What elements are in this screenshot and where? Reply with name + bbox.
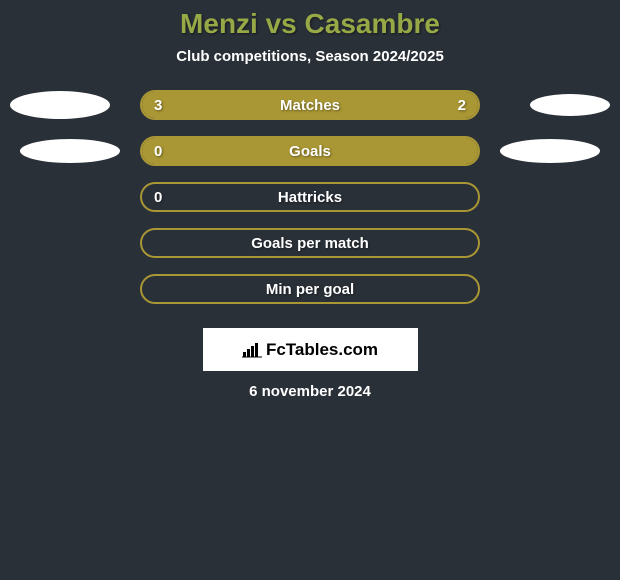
- stat-value-right-matches: 2: [458, 97, 466, 114]
- stat-bar-matches: 3 Matches 2: [140, 90, 480, 120]
- page-title: Menzi vs Casambre: [180, 8, 440, 40]
- logo-label: FcTables.com: [266, 340, 378, 360]
- stat-bar-goals: 0 Goals: [140, 136, 480, 166]
- ellipse-right-matches: [530, 94, 610, 116]
- stat-label-mpg: Min per goal: [266, 281, 354, 298]
- ellipse-right-goals: [500, 139, 600, 163]
- logo-box[interactable]: FcTables.com: [203, 328, 418, 371]
- stat-label-gpm: Goals per match: [251, 235, 369, 252]
- page-subtitle: Club competitions, Season 2024/2025: [176, 48, 444, 65]
- stat-label-hattricks: Hattricks: [278, 189, 342, 206]
- stat-row-gpm: Goals per match: [0, 228, 620, 258]
- stat-value-left-hattricks: 0: [154, 189, 162, 206]
- stat-label-matches: Matches: [280, 97, 340, 114]
- stat-label-goals: Goals: [289, 143, 331, 160]
- stat-bar-hattricks: 0 Hattricks: [140, 182, 480, 212]
- chart-icon: [242, 342, 262, 358]
- stat-bar-gpm: Goals per match: [140, 228, 480, 258]
- comparison-container: Menzi vs Casambre Club competitions, Sea…: [0, 0, 620, 400]
- stat-value-left-goals: 0: [154, 143, 162, 160]
- logo-text: FcTables.com: [242, 340, 378, 360]
- stat-row-mpg: Min per goal: [0, 274, 620, 304]
- stat-row-hattricks: 0 Hattricks: [0, 182, 620, 212]
- stat-row-goals: 0 Goals: [0, 136, 620, 166]
- ellipse-left-matches: [10, 91, 110, 119]
- date-text: 6 november 2024: [249, 383, 371, 400]
- stat-bar-mpg: Min per goal: [140, 274, 480, 304]
- stat-row-matches: 3 Matches 2: [0, 90, 620, 120]
- stat-value-left-matches: 3: [154, 97, 162, 114]
- ellipse-left-goals: [20, 139, 120, 163]
